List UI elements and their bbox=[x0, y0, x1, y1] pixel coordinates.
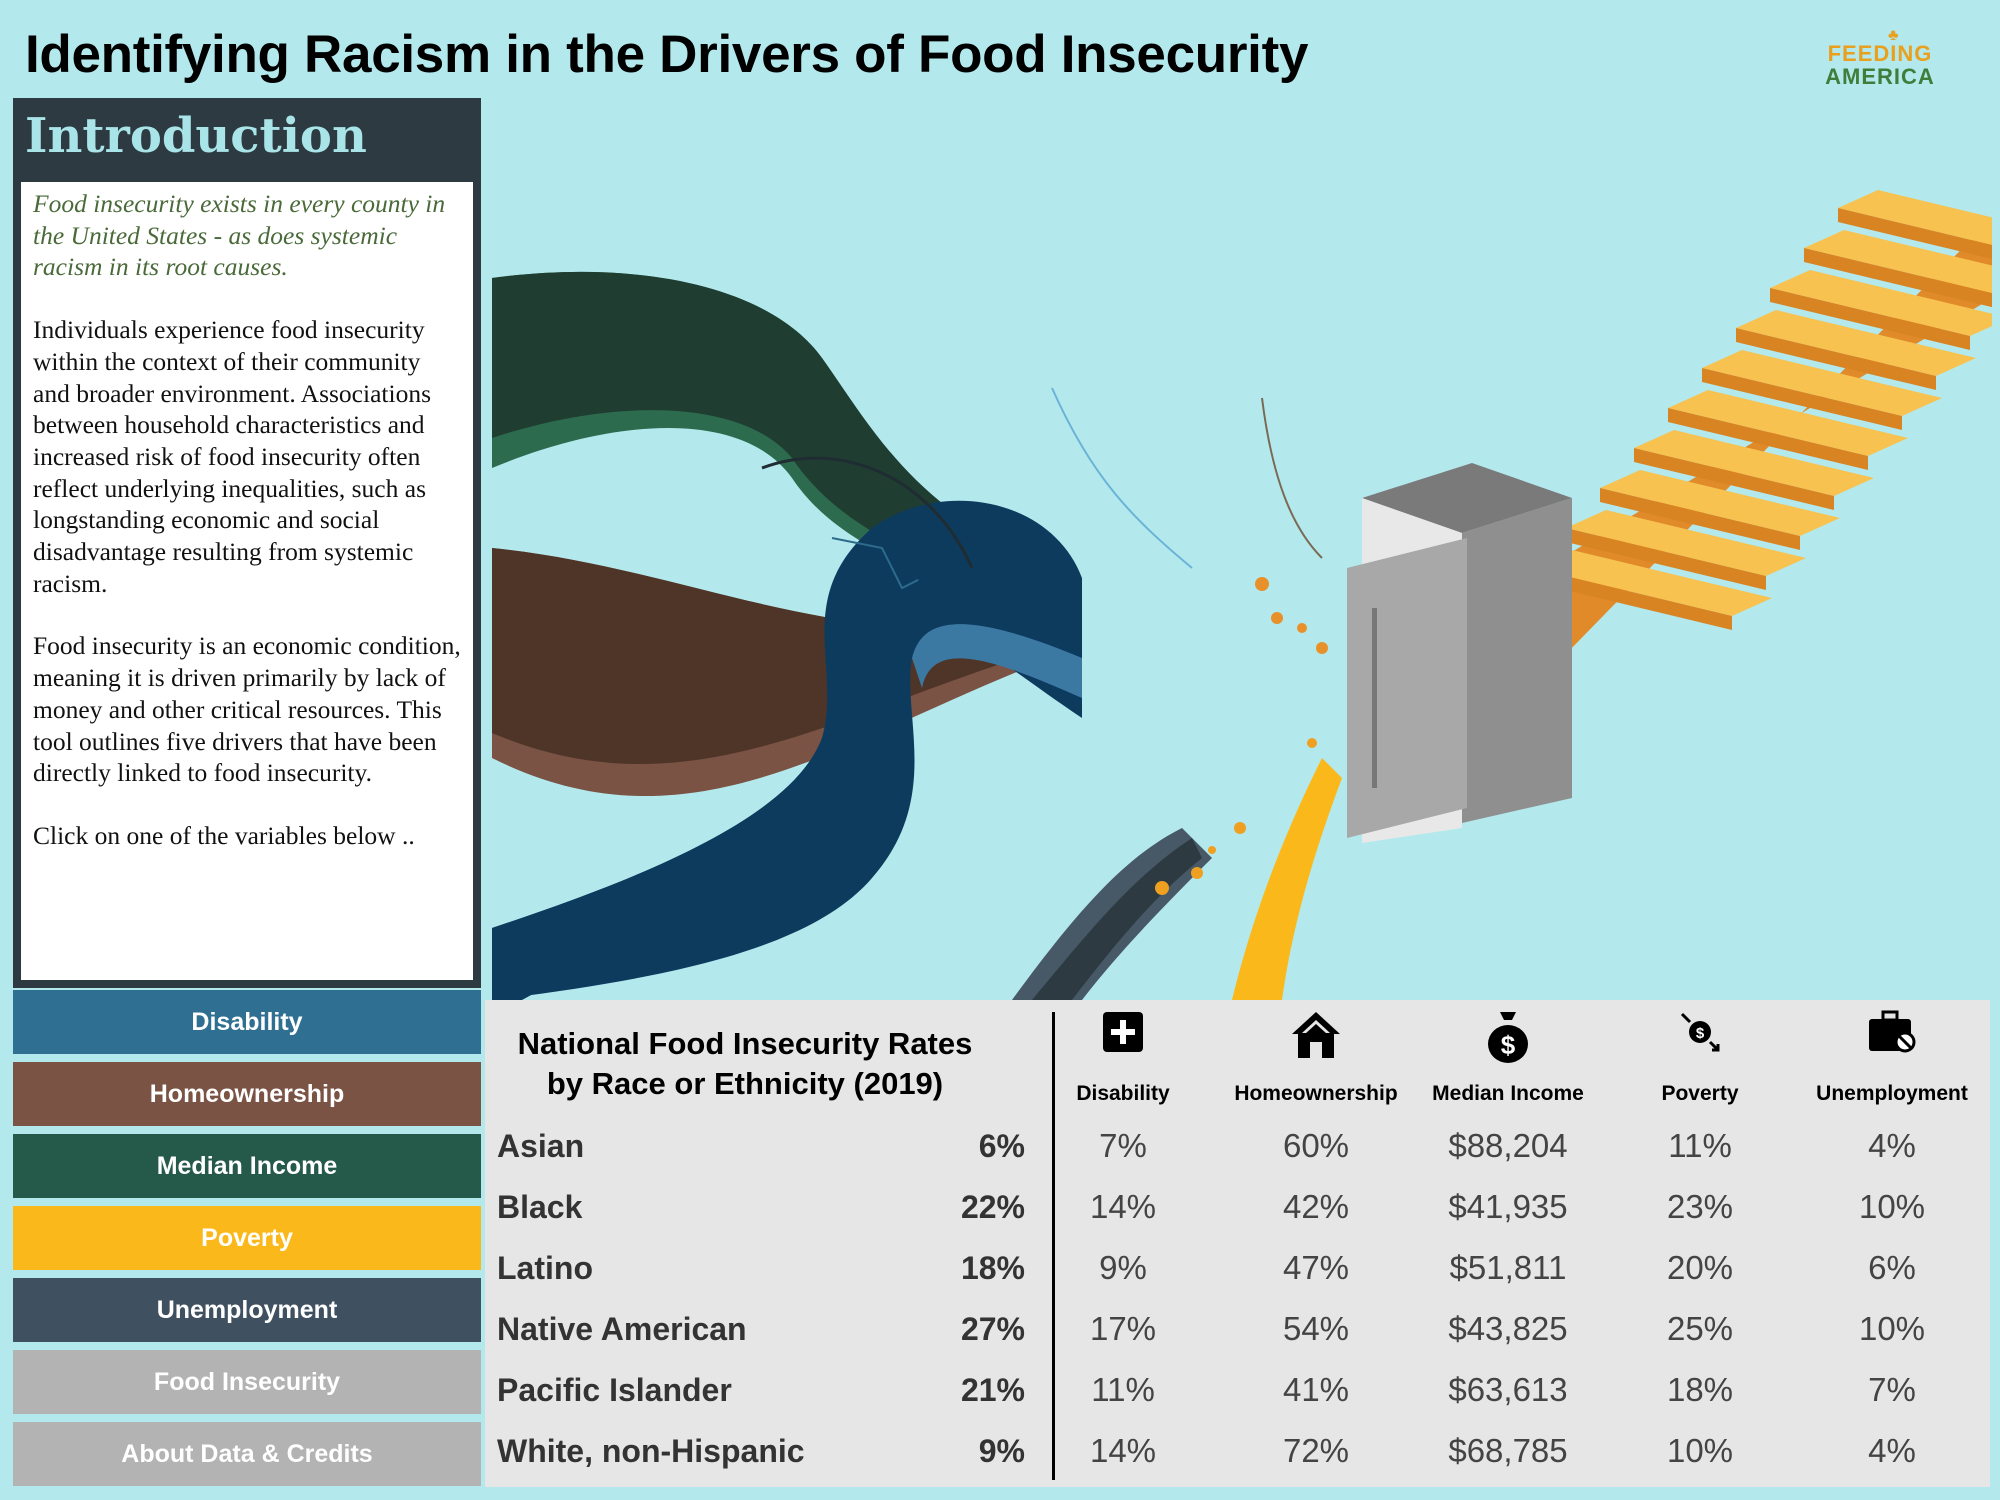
svg-text:$: $ bbox=[1696, 1025, 1705, 1042]
table-cell: 47% bbox=[1282, 1249, 1350, 1286]
house-icon bbox=[1290, 1010, 1342, 1065]
row-food-insecurity-rate: 6% bbox=[978, 1128, 1025, 1164]
refrigerator-illustration bbox=[1347, 463, 1572, 843]
intro-paragraph-3: Click on one of the variables below .. bbox=[33, 820, 415, 850]
table-cell: $51,811 bbox=[1449, 1249, 1567, 1286]
table-cell: $43,825 bbox=[1448, 1310, 1568, 1347]
medical-plus-icon bbox=[1097, 1010, 1149, 1059]
row-label: Pacific Islander bbox=[497, 1372, 732, 1408]
table-cell: 23% bbox=[1666, 1188, 1734, 1225]
intro-heading: Introduction bbox=[25, 108, 367, 164]
row-food-insecurity-rate: 27% bbox=[960, 1311, 1025, 1347]
column-header-homeownership: Homeownership bbox=[1234, 1082, 1398, 1105]
table-cell: 10% bbox=[1666, 1432, 1734, 1469]
table-cell: 4% bbox=[1868, 1432, 1916, 1469]
food-insecurity-illustration bbox=[492, 190, 1992, 1000]
row-label: Native American bbox=[497, 1311, 747, 1347]
svg-text:$: $ bbox=[1501, 1030, 1516, 1060]
table-cell: 14% bbox=[1089, 1432, 1157, 1469]
table-cell: 54% bbox=[1282, 1310, 1350, 1347]
logo-line2: AMERICA bbox=[1825, 64, 1935, 89]
table-cell: 17% bbox=[1089, 1310, 1157, 1347]
column-header-disability: Disability bbox=[1076, 1082, 1170, 1105]
table-title: National Food Insecurity Rates by Race o… bbox=[500, 1024, 990, 1104]
nav-button-food-insecurity[interactable]: Food Insecurity bbox=[13, 1350, 481, 1414]
nav-button-disability[interactable]: Disability bbox=[13, 990, 481, 1054]
table-title-line1: National Food Insecurity Rates bbox=[517, 1026, 973, 1061]
staircase bbox=[1532, 190, 1992, 658]
table-cell: 6% bbox=[1868, 1249, 1916, 1286]
nav-button-about-data-credits[interactable]: About Data & Credits bbox=[13, 1422, 481, 1486]
intro-text-box: Food insecurity exists in every county i… bbox=[21, 182, 473, 980]
row-food-insecurity-rate: 21% bbox=[960, 1372, 1025, 1408]
row-food-insecurity-rate: 22% bbox=[960, 1189, 1025, 1225]
table-cell: 11% bbox=[1668, 1127, 1732, 1164]
page-title: Identifying Racism in the Drivers of Foo… bbox=[25, 25, 1309, 84]
nav-button-homeownership[interactable]: Homeownership bbox=[13, 1062, 481, 1126]
table-cell: $88,204 bbox=[1448, 1127, 1568, 1164]
nav-button-median-income[interactable]: Median Income bbox=[13, 1134, 481, 1198]
table-title-line2: by Race or Ethnicity (2019) bbox=[546, 1066, 944, 1101]
row-label: Latino bbox=[497, 1250, 593, 1286]
table-cell: 14% bbox=[1089, 1188, 1157, 1225]
table-cell: 18% bbox=[1666, 1371, 1734, 1408]
table-cell: 11% bbox=[1091, 1371, 1155, 1408]
table-cell: 9% bbox=[1099, 1249, 1147, 1286]
row-label: White, non-Hispanic bbox=[497, 1433, 805, 1469]
row-label: Asian bbox=[497, 1128, 585, 1164]
food-insecurity-table: National Food Insecurity Rates by Race o… bbox=[485, 1000, 1990, 1487]
table-cell: 10% bbox=[1858, 1310, 1926, 1347]
table-cell: $63,613 bbox=[1448, 1371, 1568, 1408]
briefcase-icon bbox=[1866, 1010, 1918, 1059]
table-cell: 60% bbox=[1282, 1127, 1350, 1164]
table-cell: $41,935 bbox=[1448, 1188, 1568, 1225]
poverty-icon: $ bbox=[1674, 1010, 1726, 1059]
table-cell: 7% bbox=[1868, 1371, 1916, 1408]
nav-button-unemployment[interactable]: Unemployment bbox=[13, 1278, 481, 1342]
intro-paragraph-1: Individuals experience food insecurity w… bbox=[33, 315, 431, 598]
table-cell: 72% bbox=[1282, 1432, 1350, 1469]
table-cell: 25% bbox=[1666, 1310, 1734, 1347]
intro-lead: Food insecurity exists in every county i… bbox=[33, 189, 446, 282]
money-bag-icon: $ bbox=[1482, 1010, 1534, 1069]
table-cell: $68,785 bbox=[1448, 1432, 1568, 1469]
table-divider bbox=[1052, 1012, 1055, 1480]
row-label: Black bbox=[497, 1189, 583, 1225]
feeding-america-logo[interactable]: ♣ FEEDING AMERICA bbox=[1810, 22, 1950, 92]
intro-paragraph-2: Food insecurity is an economic condition… bbox=[33, 631, 461, 788]
table-cell: 41% bbox=[1282, 1371, 1350, 1408]
table-cell: 42% bbox=[1282, 1188, 1350, 1225]
column-header-poverty: Poverty bbox=[1661, 1082, 1739, 1105]
column-header-unemployment: Unemployment bbox=[1816, 1082, 1968, 1105]
table-cell: 4% bbox=[1868, 1127, 1916, 1164]
nav-button-poverty[interactable]: Poverty bbox=[13, 1206, 481, 1270]
row-food-insecurity-rate: 18% bbox=[960, 1250, 1025, 1286]
logo-line1: FEEDING bbox=[1827, 41, 1933, 66]
wheat-icon: ♣ bbox=[1888, 27, 1899, 44]
table-cell: 7% bbox=[1099, 1127, 1147, 1164]
variable-nav: Disability Homeownership Median Income Pove… bbox=[13, 990, 481, 1494]
table-cell: 10% bbox=[1858, 1188, 1926, 1225]
intro-panel: Introduction Food insecurity exists in e… bbox=[13, 98, 481, 988]
table-cell: 20% bbox=[1666, 1249, 1734, 1286]
row-food-insecurity-rate: 9% bbox=[978, 1433, 1025, 1469]
column-header-median-income: Median Income bbox=[1432, 1082, 1584, 1105]
